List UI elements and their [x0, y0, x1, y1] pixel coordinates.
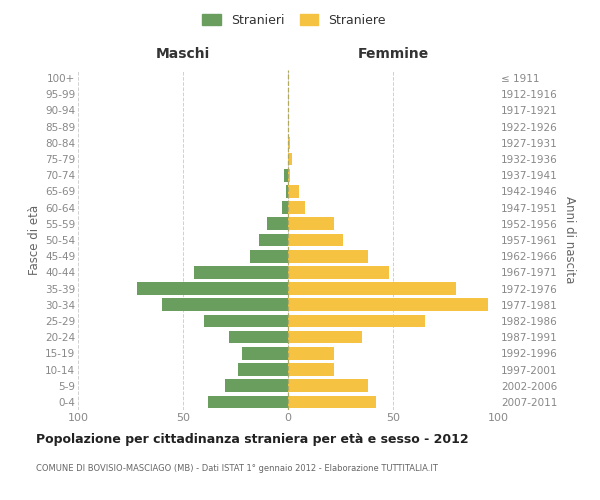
Y-axis label: Fasce di età: Fasce di età	[28, 205, 41, 275]
Text: Femmine: Femmine	[358, 47, 428, 61]
Bar	[288, 185, 299, 198]
Bar	[229, 331, 288, 344]
Bar	[225, 380, 288, 392]
Bar	[288, 314, 425, 328]
Bar	[282, 202, 288, 214]
Bar	[288, 266, 389, 278]
Bar	[288, 331, 361, 344]
Bar	[204, 314, 288, 328]
Bar	[288, 347, 334, 360]
Bar	[288, 152, 292, 166]
Text: COMUNE DI BOVISIO-MASCIAGO (MB) - Dati ISTAT 1° gennaio 2012 - Elaborazione TUTT: COMUNE DI BOVISIO-MASCIAGO (MB) - Dati I…	[36, 464, 438, 473]
Text: Popolazione per cittadinanza straniera per età e sesso - 2012: Popolazione per cittadinanza straniera p…	[36, 432, 469, 446]
Bar	[259, 234, 288, 246]
Bar	[288, 250, 368, 262]
Text: Maschi: Maschi	[156, 47, 210, 61]
Bar	[267, 218, 288, 230]
Bar	[137, 282, 288, 295]
Bar	[288, 396, 376, 408]
Bar	[250, 250, 288, 262]
Bar	[288, 298, 488, 311]
Bar	[208, 396, 288, 408]
Bar	[288, 282, 456, 295]
Bar	[288, 218, 334, 230]
Bar	[288, 363, 334, 376]
Bar	[288, 202, 305, 214]
Bar	[288, 136, 290, 149]
Bar	[288, 169, 290, 181]
Bar	[286, 185, 288, 198]
Bar	[288, 234, 343, 246]
Bar	[288, 380, 368, 392]
Legend: Stranieri, Straniere: Stranieri, Straniere	[197, 8, 391, 32]
Bar	[242, 347, 288, 360]
Bar	[162, 298, 288, 311]
Bar	[238, 363, 288, 376]
Bar	[193, 266, 288, 278]
Y-axis label: Anni di nascita: Anni di nascita	[563, 196, 575, 284]
Bar	[284, 169, 288, 181]
